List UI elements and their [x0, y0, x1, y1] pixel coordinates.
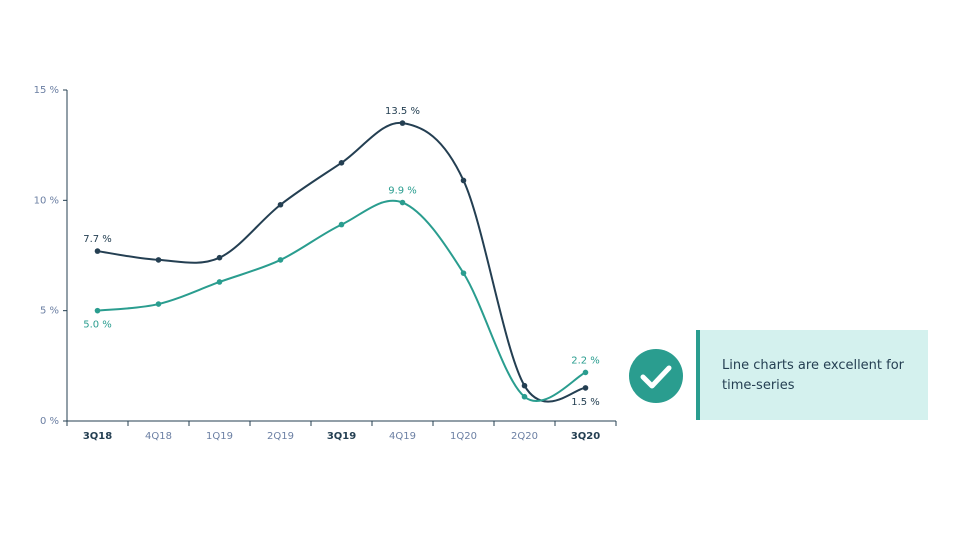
value-label: 1.5 % — [571, 397, 600, 408]
point — [338, 160, 345, 166]
value-label: 9.9 % — [388, 186, 417, 197]
point — [94, 307, 101, 314]
point — [521, 393, 528, 400]
point — [399, 199, 406, 206]
value-label: 5.0 % — [83, 320, 112, 331]
point — [277, 257, 284, 263]
point — [460, 177, 467, 184]
x-tick-label: 2Q20 — [511, 431, 538, 442]
x-tick-label: 4Q18 — [145, 431, 172, 442]
point — [155, 257, 162, 263]
point — [338, 221, 345, 228]
y-tick-label: 5 % — [40, 306, 59, 317]
point — [216, 254, 223, 261]
point — [94, 248, 101, 254]
point — [216, 279, 223, 285]
point — [582, 385, 589, 391]
check-icon — [629, 349, 683, 403]
x-tick-label: 3Q18 — [83, 431, 112, 442]
line — [97, 199, 586, 402]
point — [399, 120, 406, 126]
y-tick-label: 0 % — [40, 416, 59, 427]
x-tick-label: 2Q19 — [267, 431, 294, 442]
x-tick-label: 3Q20 — [571, 431, 600, 442]
point — [521, 382, 528, 389]
x-tick-label: 4Q19 — [389, 431, 416, 442]
y-tick-label: 15 % — [34, 85, 59, 96]
point — [277, 201, 284, 208]
value-label: 2.2 % — [571, 355, 600, 366]
y-tick-label: 10 % — [34, 195, 59, 206]
check-mark — [640, 365, 672, 389]
point — [582, 369, 589, 376]
line — [97, 122, 586, 403]
point — [460, 270, 467, 276]
x-tick-label: 1Q20 — [450, 431, 477, 442]
x-tick-label: 1Q19 — [206, 431, 233, 442]
point — [155, 301, 162, 307]
x-tick-label: 3Q19 — [327, 431, 356, 442]
value-label: 13.5 % — [385, 106, 420, 117]
value-label: 7.7 % — [83, 234, 112, 245]
callout: Line charts are excellent for time-serie… — [696, 330, 928, 420]
